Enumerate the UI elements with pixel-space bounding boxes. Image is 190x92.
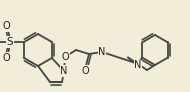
Text: N: N xyxy=(98,47,106,57)
Text: O: O xyxy=(61,52,69,62)
Text: O: O xyxy=(2,53,10,63)
Text: O: O xyxy=(81,66,89,76)
Text: O: O xyxy=(2,21,10,31)
Text: S: S xyxy=(7,37,13,47)
Text: N: N xyxy=(134,61,142,70)
Text: N: N xyxy=(60,66,68,76)
